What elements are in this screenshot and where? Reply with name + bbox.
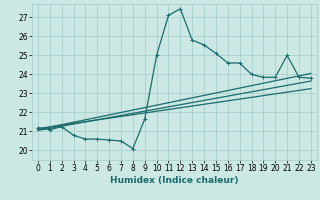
X-axis label: Humidex (Indice chaleur): Humidex (Indice chaleur) [110,176,239,185]
